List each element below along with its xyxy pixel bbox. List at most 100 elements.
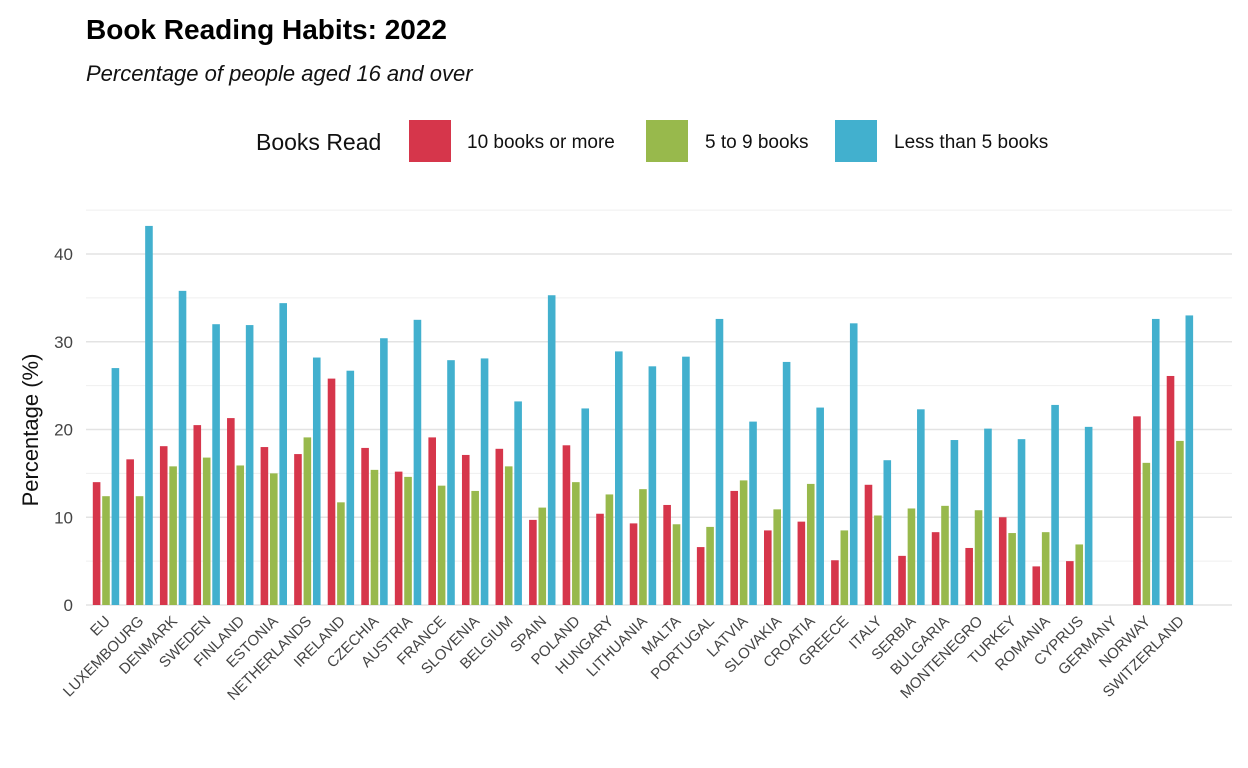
bar-switzerland-0: [1166, 375, 1175, 605]
bar-portugal-1: [706, 526, 714, 605]
bar-sweden-2: [212, 324, 220, 605]
bar-hungary-2: [615, 351, 623, 605]
bar-turkey-0: [998, 517, 1007, 605]
bar-austria-2: [413, 319, 422, 605]
bar-eu-2: [111, 368, 120, 605]
bar-montenegro-2: [984, 428, 992, 605]
bar-cyprus-1: [1075, 544, 1084, 605]
bar-norway-0: [1133, 416, 1141, 605]
chart-subtitle: Percentage of people aged 16 and over: [86, 61, 474, 86]
bar-austria-1: [404, 476, 412, 605]
y-tick-label: 20: [54, 421, 73, 440]
bar-serbia-2: [917, 409, 925, 605]
bar-sweden-1: [202, 457, 211, 605]
bar-malta-0: [663, 504, 671, 605]
bar-belgium-0: [495, 448, 504, 605]
bar-czechia-1: [370, 469, 379, 605]
bar-france-1: [437, 485, 446, 605]
bar-denmark-0: [159, 446, 168, 605]
bar-bulgaria-0: [931, 532, 940, 605]
bar-bulgaria-2: [950, 440, 959, 605]
bar-spain-0: [529, 519, 537, 605]
bar-belgium-2: [514, 401, 522, 605]
bar-latvia-0: [730, 490, 739, 605]
bar-turkey-1: [1008, 533, 1016, 605]
y-tick-label: 0: [64, 596, 73, 615]
bar-luxembourg-0: [126, 459, 134, 605]
bar-portugal-0: [696, 547, 705, 605]
y-tick-label: 10: [54, 508, 73, 527]
bar-luxembourg-1: [135, 496, 144, 605]
bar-eu-1: [102, 496, 110, 605]
bar-romania-1: [1041, 532, 1050, 605]
bar-netherlands-2: [312, 357, 321, 605]
bar-slovenia-0: [461, 454, 470, 605]
bar-estonia-2: [279, 303, 287, 605]
legend-title: Books Read: [256, 129, 381, 155]
bar-slovakia-1: [773, 509, 781, 605]
bar-hungary-0: [596, 513, 604, 605]
bar-slovenia-2: [480, 358, 489, 605]
bar-austria-0: [394, 471, 403, 605]
bar-slovakia-0: [764, 530, 772, 605]
bar-turkey-2: [1017, 439, 1026, 605]
bar-denmark-2: [178, 290, 187, 605]
bar-poland-2: [581, 408, 590, 605]
bar-finland-1: [236, 465, 245, 605]
bar-slovakia-2: [782, 361, 791, 605]
bar-norway-1: [1142, 462, 1151, 605]
x-axis: EULUXEMBOURGDENMARKSWEDENFINLANDESTONIAN…: [60, 613, 1188, 704]
bar-romania-2: [1051, 404, 1059, 605]
bar-ireland-0: [327, 378, 336, 605]
bar-finland-2: [245, 325, 254, 605]
bar-spain-1: [538, 507, 547, 605]
bar-ireland-2: [346, 370, 355, 605]
bar-italy-2: [883, 460, 892, 605]
bar-netherlands-0: [294, 454, 302, 605]
bar-montenegro-0: [965, 547, 973, 605]
bar-france-2: [447, 360, 455, 605]
bar-croatia-1: [806, 483, 815, 605]
bar-lithuania-1: [639, 489, 647, 605]
chart-title: Book Reading Habits: 2022: [86, 14, 447, 45]
y-tick-label: 40: [54, 245, 73, 264]
bar-lithuania-0: [629, 523, 638, 605]
bar-eu-0: [92, 482, 101, 605]
bar-france-0: [428, 437, 436, 605]
bar-greece-0: [831, 560, 839, 605]
bar-italy-0: [864, 484, 873, 605]
bar-switzerland-1: [1176, 440, 1184, 605]
bar-bulgaria-1: [941, 505, 949, 605]
bar-malta-2: [682, 356, 690, 605]
bar-poland-1: [572, 482, 580, 605]
legend-label: Less than 5 books: [894, 132, 1048, 153]
bar-hungary-1: [605, 494, 614, 605]
legend-label: 10 books or more: [467, 132, 615, 153]
bar-greece-1: [840, 530, 849, 605]
bar-latvia-1: [739, 480, 748, 605]
y-axis: 0 10 20 30 40: [54, 245, 73, 615]
bar-serbia-1: [907, 508, 916, 605]
bar-montenegro-1: [974, 510, 983, 605]
bar-belgium-1: [504, 466, 513, 605]
bar-romania-0: [1032, 566, 1041, 605]
bar-switzerland-2: [1185, 315, 1194, 605]
bar-czechia-0: [361, 447, 369, 605]
x-tick-label: EU: [87, 613, 114, 640]
bar-estonia-1: [270, 473, 278, 605]
bar-norway-2: [1151, 318, 1160, 605]
bar-czechia-2: [380, 338, 388, 605]
bar-croatia-2: [816, 407, 824, 605]
bar-greece-2: [849, 323, 858, 605]
legend-key-1: [646, 120, 688, 162]
bar-sweden-0: [193, 425, 202, 605]
bar-portugal-2: [715, 318, 724, 605]
bar-estonia-0: [260, 447, 269, 605]
legend: Books Read 10 books or more 5 to 9 books L…: [256, 120, 1048, 162]
bar-slovenia-1: [471, 490, 479, 605]
gridlines: [86, 209, 1232, 606]
bar-latvia-2: [749, 421, 757, 605]
bar-luxembourg-2: [145, 225, 153, 606]
y-tick-label: 30: [54, 333, 73, 352]
